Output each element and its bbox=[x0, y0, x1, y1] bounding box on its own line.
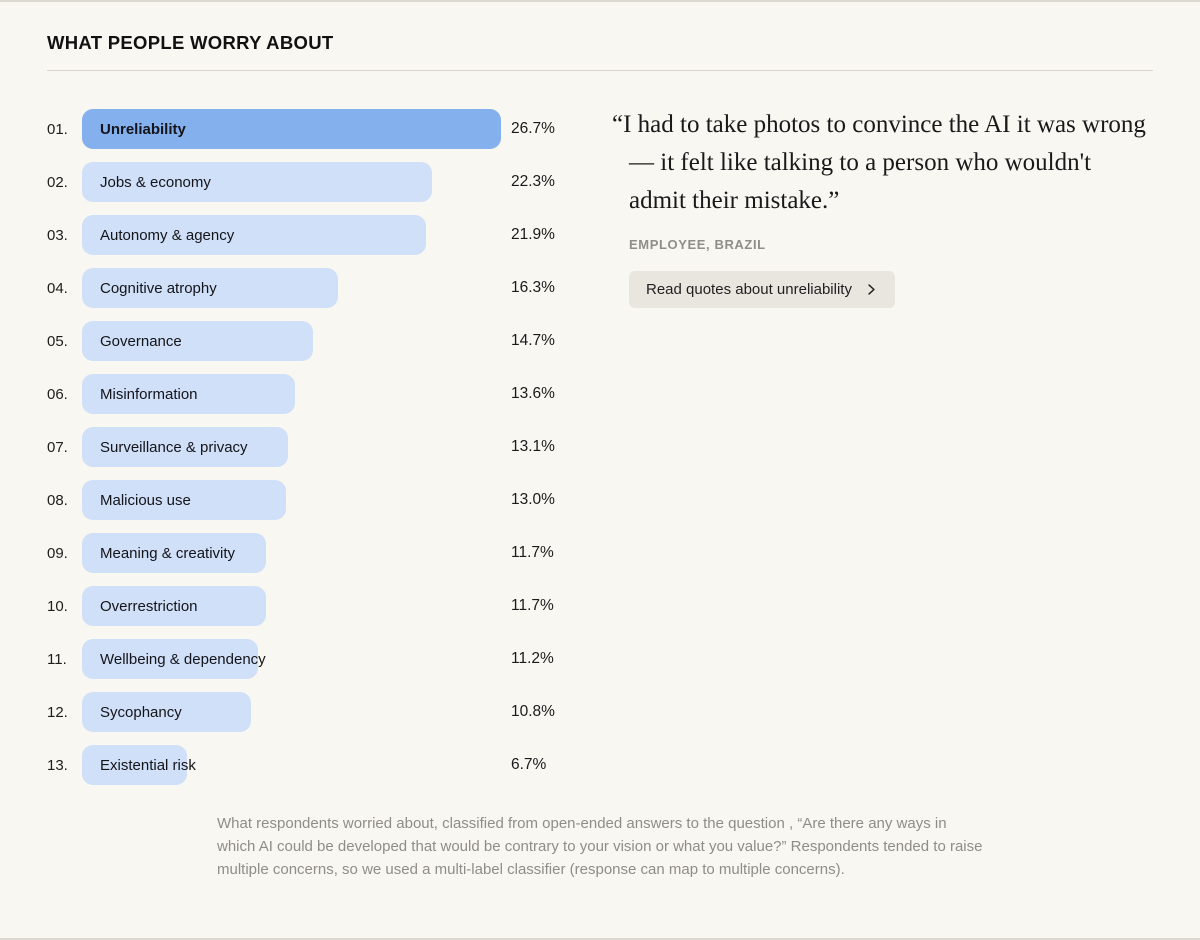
row-rank: 09. bbox=[47, 544, 68, 562]
bar-label: Sycophancy bbox=[100, 703, 182, 721]
bar-track: Existential risk bbox=[82, 745, 511, 785]
bar-value: 6.7% bbox=[511, 756, 547, 773]
chart-row-wellbeing-dependency: 11. Wellbeing & dependency 11.2% bbox=[47, 639, 555, 679]
bar-label: Existential risk bbox=[100, 756, 196, 774]
bar-track: Wellbeing & dependency bbox=[82, 639, 511, 679]
bar-track: Autonomy & agency bbox=[82, 215, 511, 255]
row-rank: 13. bbox=[47, 756, 68, 774]
bar-value: 16.3% bbox=[511, 279, 555, 296]
bar-governance[interactable]: Governance bbox=[82, 321, 313, 361]
bar-label: Jobs & economy bbox=[100, 173, 211, 191]
bar-label: Cognitive atrophy bbox=[100, 279, 217, 297]
bar-meaning-creativity[interactable]: Meaning & creativity bbox=[82, 533, 266, 573]
chart-row-misinformation: 06. Misinformation 13.6% bbox=[47, 374, 555, 414]
bar-value: 22.3% bbox=[511, 173, 555, 190]
bar-label: Surveillance & privacy bbox=[100, 438, 248, 456]
bar-track: Governance bbox=[82, 321, 511, 361]
bar-jobs-economy[interactable]: Jobs & economy bbox=[82, 162, 432, 202]
quote-panel: “I had to take photos to convince the AI… bbox=[612, 106, 1151, 308]
chart-row-sycophancy: 12. Sycophancy 10.8% bbox=[47, 692, 555, 732]
quote-text: “I had to take photos to convince the AI… bbox=[612, 111, 1146, 214]
quote-attribution: EMPLOYEE, BRAZIL bbox=[629, 237, 766, 252]
bar-value: 26.7% bbox=[511, 120, 555, 137]
bar-track: Jobs & economy bbox=[82, 162, 511, 202]
bar-label: Meaning & creativity bbox=[100, 544, 236, 562]
row-rank: 07. bbox=[47, 438, 68, 456]
bar-track: Cognitive atrophy bbox=[82, 268, 511, 308]
chart-row-unreliability: 01. Unreliability 26.7% bbox=[47, 109, 555, 149]
chart-row-overrestriction: 10. Overrestriction 11.7% bbox=[47, 586, 555, 626]
row-rank: 04. bbox=[47, 279, 68, 297]
chart-row-surveillance-privacy: 07. Surveillance & privacy 13.1% bbox=[47, 427, 555, 467]
bar-existential-risk[interactable]: Existential risk bbox=[82, 745, 196, 785]
bar-value: 13.6% bbox=[511, 385, 555, 402]
bar-value: 11.7% bbox=[511, 597, 554, 614]
title-divider bbox=[47, 70, 1153, 71]
row-rank: 10. bbox=[47, 597, 68, 615]
bar-value: 11.7% bbox=[511, 544, 554, 561]
bar-value: 21.9% bbox=[511, 226, 555, 243]
bar-label: Wellbeing & dependency bbox=[100, 650, 266, 668]
bar-value: 11.2% bbox=[511, 650, 554, 667]
row-rank: 12. bbox=[47, 703, 68, 721]
bar-sycophancy[interactable]: Sycophancy bbox=[82, 692, 251, 732]
bar-label: Unreliability bbox=[100, 120, 186, 138]
bar-label: Misinformation bbox=[100, 385, 198, 403]
bar-track: Overrestriction bbox=[82, 586, 511, 626]
bar-unreliability[interactable]: Unreliability bbox=[82, 109, 501, 149]
row-rank: 05. bbox=[47, 332, 68, 350]
bar-label: Autonomy & agency bbox=[100, 226, 235, 244]
chart-row-autonomy-agency: 03. Autonomy & agency 21.9% bbox=[47, 215, 555, 255]
bar-track: Sycophancy bbox=[82, 692, 511, 732]
row-rank: 03. bbox=[47, 226, 68, 244]
bar-label: Malicious use bbox=[100, 491, 191, 509]
read-quotes-button-label: Read quotes about unreliability bbox=[646, 281, 852, 298]
chevron-right-icon bbox=[868, 284, 875, 295]
bar-chart: 01. Unreliability 26.7% 02. Jobs & economy 22… bbox=[47, 109, 555, 785]
bar-overrestriction[interactable]: Overrestriction bbox=[82, 586, 266, 626]
row-rank: 02. bbox=[47, 173, 68, 191]
bar-track: Malicious use bbox=[82, 480, 511, 520]
bar-value: 13.1% bbox=[511, 438, 555, 455]
bar-autonomy-agency[interactable]: Autonomy & agency bbox=[82, 215, 426, 255]
chart-footnote: What respondents worried about, classifi… bbox=[217, 815, 983, 878]
chart-row-governance: 05. Governance 14.7% bbox=[47, 321, 555, 361]
bar-track: Meaning & creativity bbox=[82, 533, 511, 573]
bar-value: 10.8% bbox=[511, 703, 555, 720]
chart-row-meaning-creativity: 09. Meaning & creativity 11.7% bbox=[47, 533, 555, 573]
chart-row-existential-risk: 13. Existential risk 6.7% bbox=[47, 745, 555, 785]
bar-value: 14.7% bbox=[511, 332, 555, 349]
bar-label: Overrestriction bbox=[100, 597, 198, 615]
bar-track: Surveillance & privacy bbox=[82, 427, 511, 467]
chart-row-jobs-economy: 02. Jobs & economy 22.3% bbox=[47, 162, 555, 202]
chart-row-malicious-use: 08. Malicious use 13.0% bbox=[47, 480, 555, 520]
row-rank: 06. bbox=[47, 385, 68, 403]
chart-row-cognitive-atrophy: 04. Cognitive atrophy 16.3% bbox=[47, 268, 555, 308]
bar-track: Unreliability bbox=[82, 109, 511, 149]
bar-cognitive-atrophy[interactable]: Cognitive atrophy bbox=[82, 268, 338, 308]
row-rank: 11. bbox=[47, 650, 67, 668]
bar-malicious-use[interactable]: Malicious use bbox=[82, 480, 286, 520]
bar-surveillance-privacy[interactable]: Surveillance & privacy bbox=[82, 427, 288, 467]
row-rank: 01. bbox=[47, 120, 68, 138]
bar-value: 13.0% bbox=[511, 491, 555, 508]
read-quotes-button[interactable]: Read quotes about unreliability bbox=[629, 271, 895, 308]
bar-misinformation[interactable]: Misinformation bbox=[82, 374, 295, 414]
bar-wellbeing-dependency[interactable]: Wellbeing & dependency bbox=[82, 639, 266, 679]
bar-track: Misinformation bbox=[82, 374, 511, 414]
page-title: WHAT PEOPLE WORRY ABOUT bbox=[47, 32, 334, 53]
row-rank: 08. bbox=[47, 491, 68, 509]
bar-label: Governance bbox=[100, 332, 182, 350]
